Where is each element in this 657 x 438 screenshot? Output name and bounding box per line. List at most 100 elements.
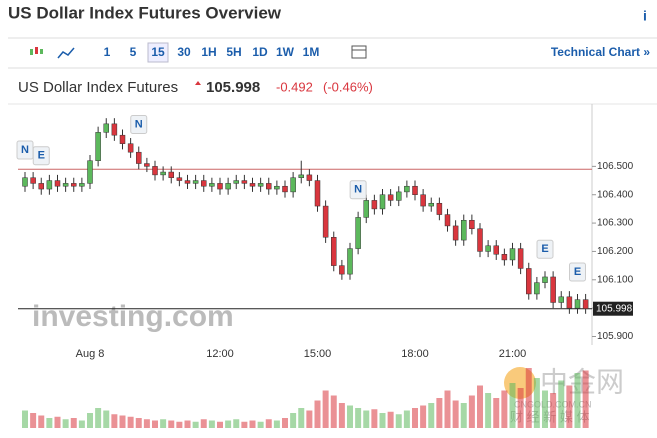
event-marker-label[interactable]: E [541, 243, 548, 255]
candle-body [136, 151, 142, 164]
volume-bar [152, 420, 158, 428]
event-marker[interactable] [569, 262, 586, 282]
price: 105.998 [206, 79, 260, 96]
volume-bar [119, 415, 126, 428]
candle-body [209, 183, 215, 187]
candle-body [534, 282, 540, 295]
candle-body [144, 163, 150, 167]
interval-button[interactable]: 1W [276, 45, 295, 59]
y-tick-label: 105.900 [597, 331, 634, 342]
title: US Dollar Index Futures Overview [8, 3, 282, 22]
candle-body [493, 245, 499, 255]
active-interval-box [147, 42, 169, 63]
candle-body [241, 180, 248, 184]
volume-bar [22, 410, 28, 428]
volume-bar [38, 415, 45, 428]
interval-button[interactable]: 15 [151, 45, 165, 59]
candle-body [444, 214, 451, 227]
candle-body [176, 177, 183, 181]
line-icon[interactable] [57, 47, 75, 59]
candle-body [217, 183, 223, 190]
candle-body [396, 191, 402, 201]
candle-body [412, 185, 418, 195]
volume-bar [143, 419, 150, 428]
volume-bar [428, 403, 435, 428]
event-marker-label[interactable]: E [574, 266, 581, 278]
volume-bar [477, 385, 483, 428]
candle-icon[interactable] [28, 45, 44, 59]
candle-body [298, 174, 304, 178]
candle-body [461, 219, 467, 241]
event-marker-label[interactable]: E [38, 150, 45, 162]
volume-bar [233, 419, 240, 428]
event-marker[interactable] [536, 239, 554, 259]
volume-bar [314, 400, 321, 428]
info-icon-text[interactable]: i [643, 8, 647, 24]
event-marker[interactable] [349, 180, 367, 200]
interval-button[interactable]: 1 [104, 45, 111, 59]
volume-bar [395, 414, 402, 428]
volume-bar [257, 421, 264, 428]
watermark-brand: investing.com [32, 300, 234, 333]
table-icon[interactable] [351, 45, 367, 59]
interval-button[interactable]: 1D [252, 45, 268, 59]
candle-body [266, 183, 272, 190]
event-marker-label[interactable]: N [135, 118, 143, 130]
event-marker-label[interactable]: N [354, 184, 362, 196]
volume-bar [355, 408, 362, 428]
candle-body [582, 299, 589, 309]
volume-bar [127, 416, 134, 428]
interval-button[interactable]: 30 [177, 45, 191, 59]
volume-bar [330, 395, 337, 428]
candle-body [477, 228, 483, 252]
candle-body [127, 143, 134, 153]
volume-bar [420, 405, 427, 428]
y-tick-label: 106.300 [597, 218, 634, 229]
candle-body [322, 205, 329, 238]
technical-chart-link[interactable]: Technical Chart » [551, 45, 650, 59]
volume-bar [533, 378, 540, 428]
candle-body [103, 123, 109, 133]
candle-body [160, 171, 166, 176]
candle-body [38, 183, 44, 190]
volume-bar [468, 395, 475, 428]
event-marker[interactable] [32, 146, 50, 166]
volume-bar [542, 390, 548, 428]
volume-bar [78, 420, 85, 428]
event-marker-label[interactable]: N [21, 144, 29, 156]
volume-bar [501, 390, 508, 428]
info-icon[interactable] [637, 8, 653, 24]
candle-body [30, 177, 36, 184]
x-tick-label: 15:00 [304, 348, 332, 360]
x-tick-label: 18:00 [401, 348, 429, 360]
volume-bar [103, 410, 110, 428]
candle-body [22, 177, 28, 187]
y-tick-label: 106.100 [597, 274, 634, 285]
candle-body [282, 185, 288, 193]
candle-body [54, 180, 61, 187]
volume-bar [225, 420, 232, 428]
candle-body [428, 202, 434, 207]
change: -0.492 [276, 79, 313, 94]
volume-bar [574, 373, 581, 428]
interval-button[interactable]: 5 [130, 45, 137, 59]
event-marker[interactable] [130, 115, 148, 135]
candle-body [274, 185, 280, 190]
candle-body [526, 268, 532, 295]
volume-bar [111, 414, 118, 428]
interval-button[interactable]: 5H [226, 45, 241, 59]
candle-body [420, 194, 426, 207]
volume-bar [509, 383, 516, 428]
volume-bar [485, 393, 492, 428]
interval-button[interactable]: 1M [303, 45, 320, 59]
candle-body [119, 134, 126, 144]
volume-bar [322, 390, 329, 428]
volume-bar [200, 419, 207, 428]
volume-bar [249, 420, 256, 428]
candle-body [542, 276, 548, 283]
interval-button[interactable]: 1H [201, 45, 216, 59]
volume-bar [70, 418, 77, 428]
volume-bar [192, 421, 199, 428]
candle-body [387, 194, 394, 201]
